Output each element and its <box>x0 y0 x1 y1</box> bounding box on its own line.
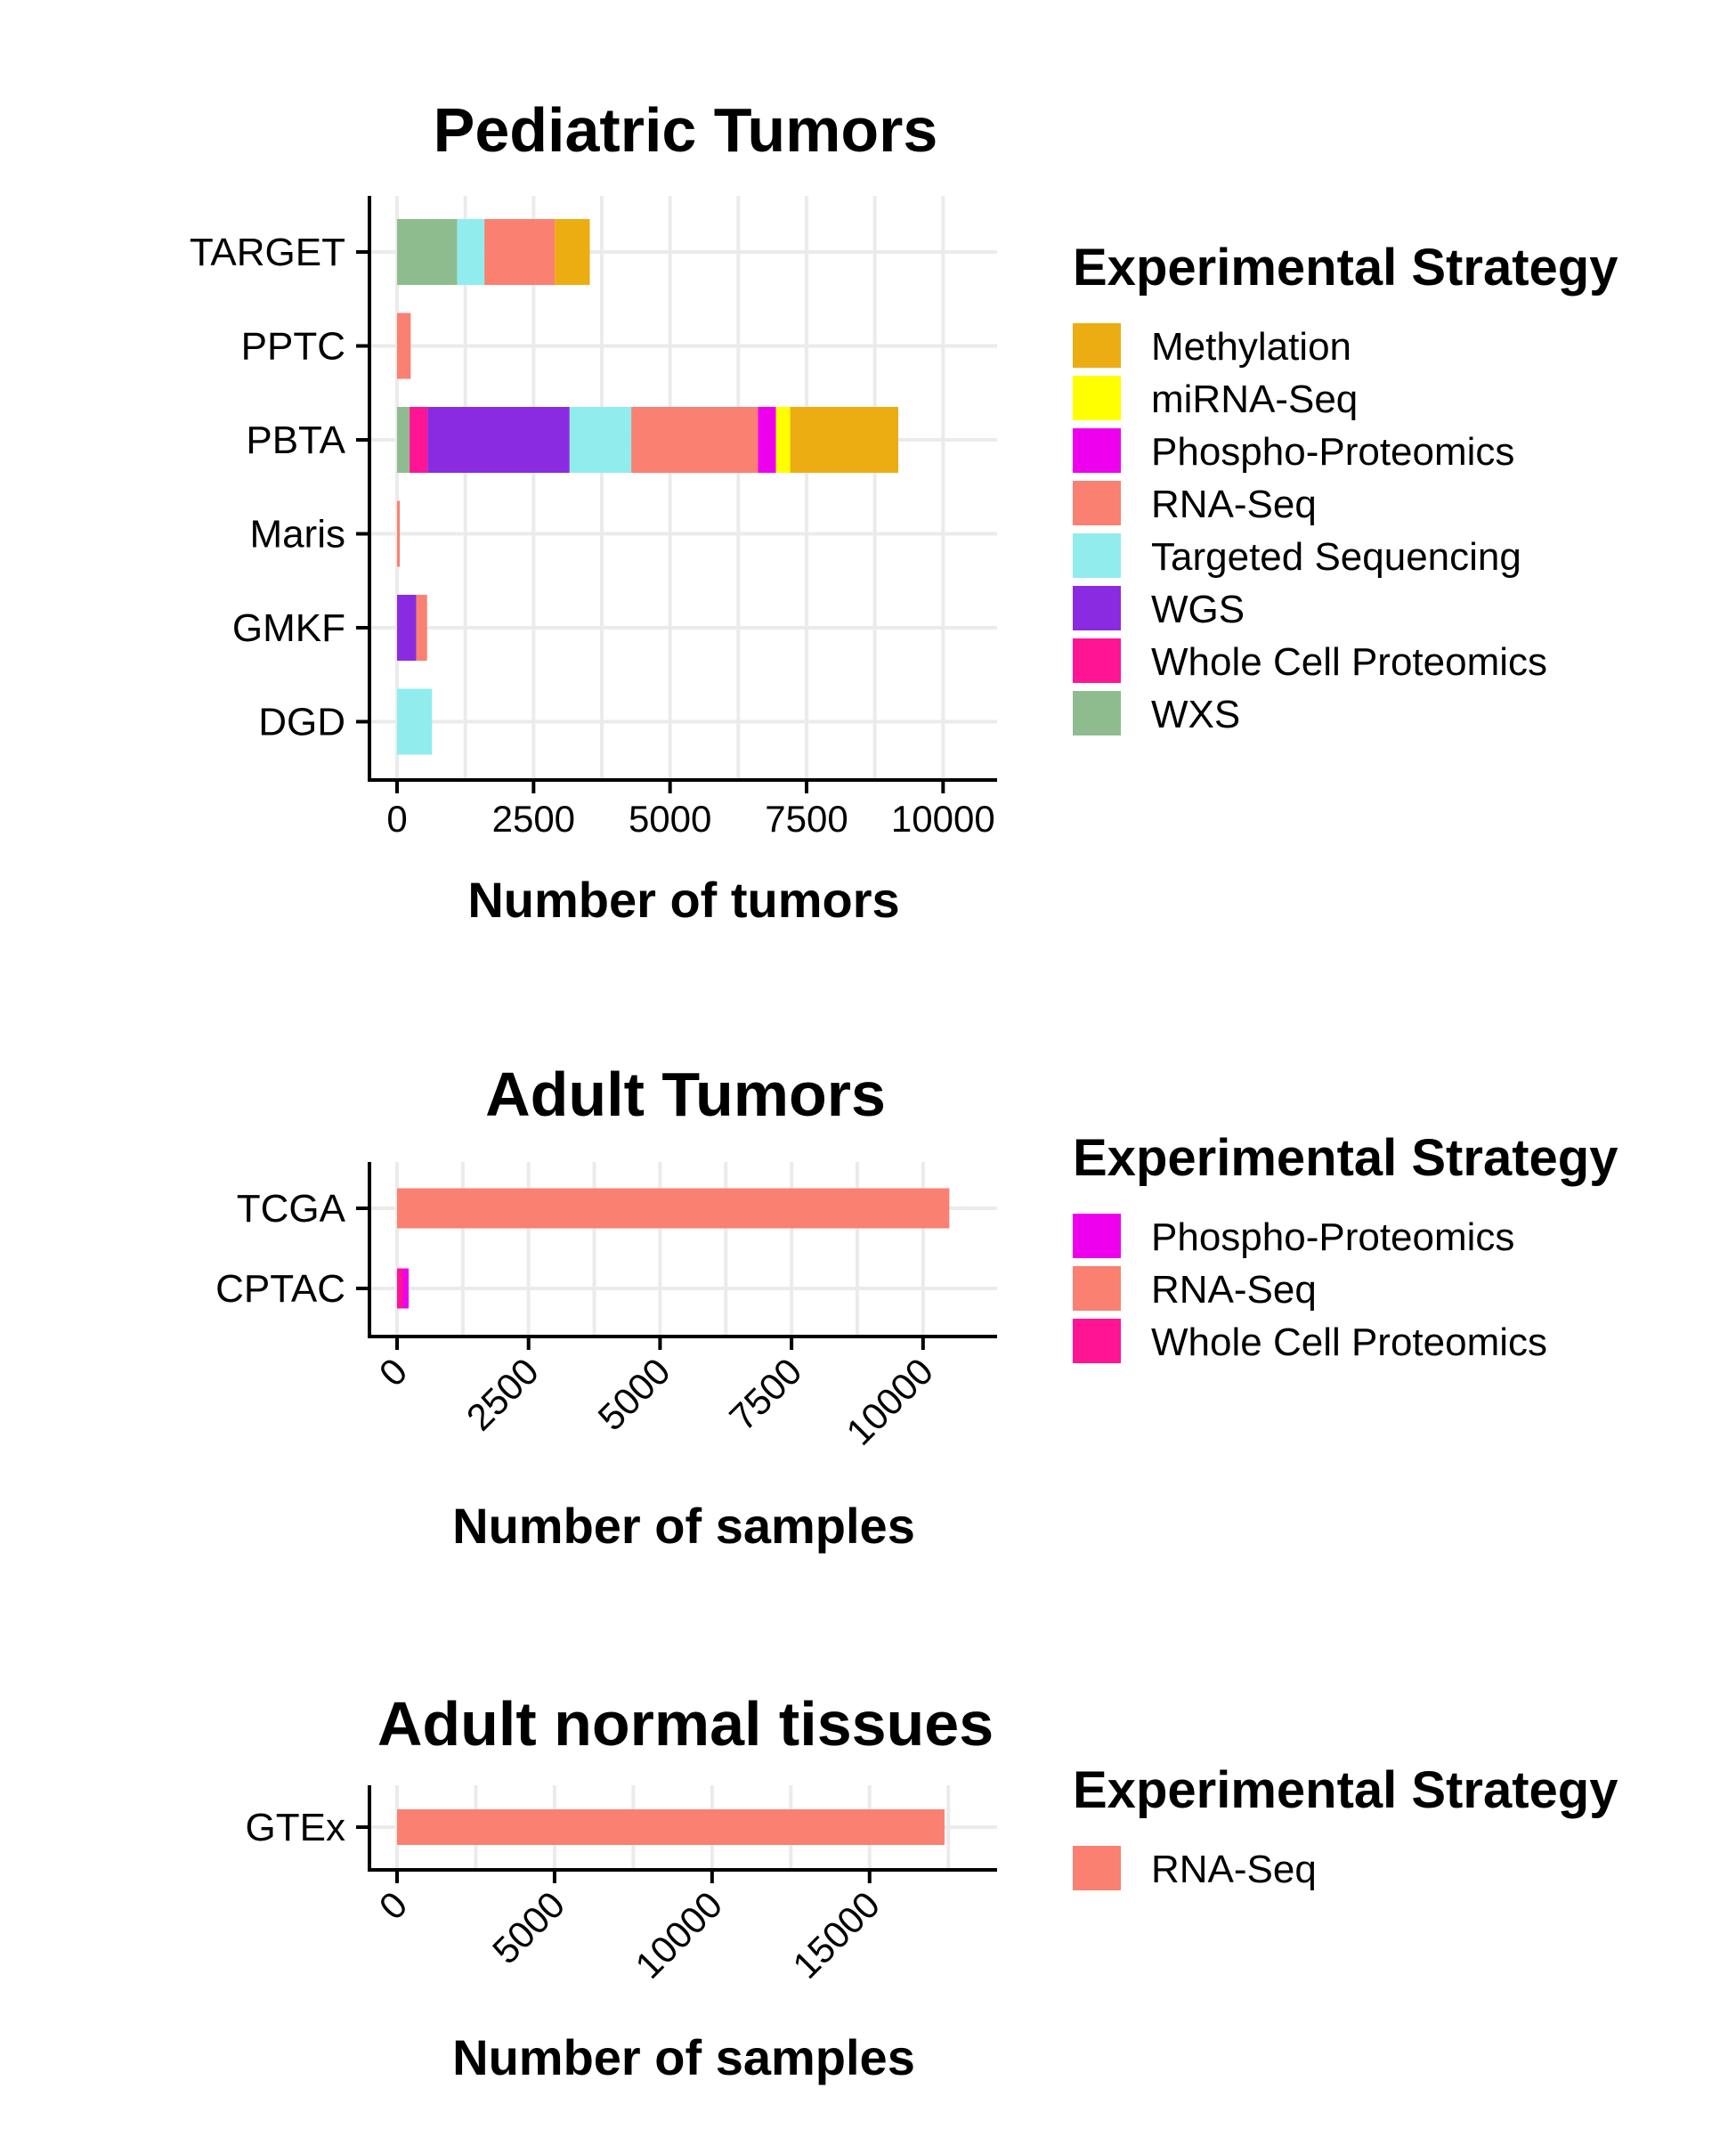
bar-segment-target-methylation <box>555 219 590 285</box>
x-tick-label: 2500 <box>492 798 575 840</box>
chart-title: Adult Tumors <box>485 1060 886 1129</box>
legend-title: Experimental Strategy <box>1073 239 1618 297</box>
plot-bars <box>397 219 899 755</box>
legend-entry: Methylation <box>1151 325 1351 369</box>
legend-swatch <box>1073 1319 1121 1363</box>
legend-entry: Whole Cell Proteomics <box>1151 1320 1547 1364</box>
legend-entry: RNA-Seq <box>1151 483 1317 526</box>
legend-entry: miRNA-Seq <box>1151 378 1358 421</box>
x-tick-label: 7500 <box>765 798 848 840</box>
y-axis-ticks: GTEx <box>246 1806 369 1849</box>
legend-swatch <box>1073 1266 1121 1311</box>
legend-entry: Targeted Sequencing <box>1151 535 1521 579</box>
bar-segment-dgd-targeted-sequencing <box>397 688 433 755</box>
y-tick-label: PBTA <box>246 418 345 462</box>
y-tick-label: CPTAC <box>215 1267 345 1311</box>
y-tick-label: PPTC <box>241 325 345 369</box>
legend: Experimental Strategy Phospho-Proteomics… <box>1073 1129 1618 1364</box>
legend-entry: WXS <box>1151 693 1240 736</box>
bar-segment-target-wxs <box>397 219 458 285</box>
bar-segment-maris-rna-seq <box>397 500 401 567</box>
y-axis-ticks: TARGET PPTC PBTA Maris GMKF DGD <box>190 231 369 744</box>
bar-segment-pbta-wgs <box>427 407 570 473</box>
legend: Experimental Strategy Methylation miRNA-S… <box>1073 239 1618 736</box>
chart-title: Pediatric Tumors <box>434 95 938 165</box>
legend-title: Experimental Strategy <box>1073 1761 1618 1819</box>
bar-segment-pbta-methylation <box>790 407 899 473</box>
legend-swatch <box>1073 428 1121 473</box>
bar-segment-pbta-mirna-seq <box>775 407 791 473</box>
legend-swatch <box>1073 533 1121 578</box>
y-tick-label: DGD <box>258 701 345 744</box>
legend-swatch <box>1073 1214 1121 1258</box>
legend-swatch <box>1073 1846 1121 1890</box>
x-tick-label: 5000 <box>484 1883 572 1971</box>
x-tick-label: 5000 <box>589 1350 677 1438</box>
legend-title: Experimental Strategy <box>1073 1129 1618 1187</box>
y-axis-ticks: TCGA CPTAC <box>215 1187 369 1311</box>
legend-entry: RNA-Seq <box>1151 1848 1317 1891</box>
x-tick-label: 10000 <box>838 1350 941 1453</box>
y-tick-label: TCGA <box>237 1187 346 1231</box>
legend-entry: Whole Cell Proteomics <box>1151 640 1547 684</box>
y-tick-label: GMKF <box>232 606 345 650</box>
panel-adult-tumors: Adult Tumors TCGA CPTAC 0 2500 5000 7500 1000… <box>215 1060 1618 1554</box>
x-tick-label: 15000 <box>784 1883 888 1987</box>
x-tick-label: 0 <box>386 798 407 840</box>
legend-swatch <box>1073 481 1121 525</box>
plot-bars <box>397 1809 945 1845</box>
x-tick-label: 0 <box>371 1883 416 1928</box>
bar-segment-target-targeted-sequencing <box>457 219 485 285</box>
y-tick-label: TARGET <box>190 231 345 274</box>
x-tick-label: 0 <box>371 1350 416 1394</box>
legend: Experimental Strategy RNA-Seq <box>1073 1761 1618 1891</box>
x-axis-label: Number of samples <box>452 2029 915 2085</box>
bar-segment-pbta-whole-cell-proteomics <box>410 407 428 473</box>
bar-segment-tcga-rna-seq <box>397 1188 950 1229</box>
bar-segment-pptc-rna-seq <box>397 313 411 379</box>
bar-segment-gmkf-wgs <box>397 595 417 661</box>
y-tick-label: Maris <box>249 513 345 557</box>
legend-entry: Phospho-Proteomics <box>1151 1215 1514 1259</box>
legend-swatch <box>1073 586 1121 630</box>
x-tick-label: 5000 <box>629 798 711 840</box>
x-axis-ticks: 0 2500 5000 7500 10000 <box>371 1337 941 1453</box>
x-tick-label: 2500 <box>458 1350 547 1438</box>
x-tick-label: 7500 <box>721 1350 809 1438</box>
bar-segment-pbta-rna-seq <box>631 407 758 473</box>
plot-bars <box>397 1188 950 1309</box>
legend-entry: WGS <box>1151 588 1245 631</box>
x-axis-label: Number of samples <box>452 1498 915 1554</box>
legend-entry: RNA-Seq <box>1151 1268 1317 1312</box>
legend-swatch <box>1073 323 1121 368</box>
bar-segment-pbta-targeted-sequencing <box>569 407 632 473</box>
legend-swatch <box>1073 376 1121 420</box>
panel-pediatric: Pediatric Tumors TARGET PPTC PBTA Maris GMKF… <box>190 95 1618 928</box>
legend-swatch <box>1073 638 1121 683</box>
x-axis-ticks: 0 2500 5000 7500 10000 <box>386 780 995 840</box>
bar-segment-pbta-wxs <box>397 407 410 473</box>
bar-segment-pbta-phospho-proteomics <box>758 407 776 473</box>
x-tick-label: 10000 <box>891 798 995 840</box>
panel-adult-normal: Adult normal tissues GTEx 0 5000 10000 1500… <box>246 1689 1618 2085</box>
bar-segment-cptac-phospho-proteomics <box>402 1268 409 1309</box>
plot-grid <box>369 1162 997 1337</box>
y-tick-label: GTEx <box>246 1806 345 1849</box>
bar-segment-gmkf-rna-seq <box>416 595 427 661</box>
x-axis-ticks: 0 5000 10000 15000 <box>371 1870 888 1987</box>
x-axis-label: Number of tumors <box>467 872 899 928</box>
legend-swatch <box>1073 691 1121 735</box>
bar-segment-cptac-whole-cell-proteomics <box>397 1268 403 1309</box>
chart-title: Adult normal tissues <box>377 1689 994 1759</box>
bar-segment-gtex-rna-seq <box>397 1809 945 1845</box>
legend-entry: Phospho-Proteomics <box>1151 430 1514 474</box>
bar-segment-target-rna-seq <box>484 219 556 285</box>
x-tick-label: 10000 <box>627 1883 730 1987</box>
